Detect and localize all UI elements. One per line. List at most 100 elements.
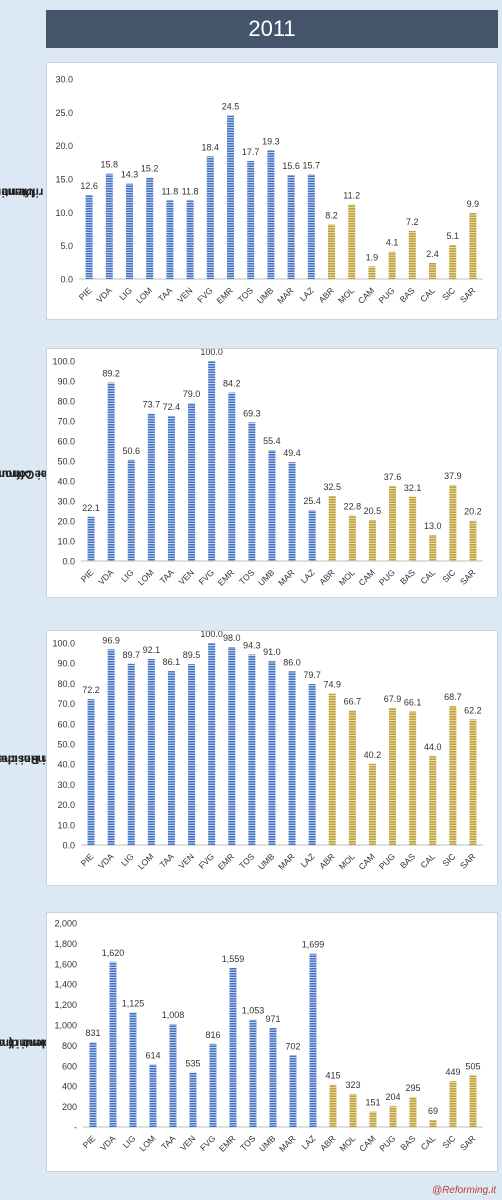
bar-abr <box>328 224 335 279</box>
x-tick-label: CAL <box>418 851 437 870</box>
data-label: 17.7 <box>242 147 260 157</box>
data-label: 15.2 <box>141 164 159 174</box>
chart-2-panel: 0.0 10.0 20.0 30.0 40.0 50.0 60.0 70.0 80.0 90.0 1… <box>46 348 498 598</box>
x-tick-label: CAM <box>356 851 376 871</box>
bar-tos <box>248 422 256 561</box>
x-tick-label: LOM <box>134 285 154 305</box>
y-tick-label: 20.0 <box>57 517 75 527</box>
bar-cal <box>429 1119 437 1127</box>
x-tick-label: LOM <box>137 1133 157 1153</box>
data-label: 100.0 <box>200 349 223 357</box>
x-tick-label: LOM <box>136 567 156 587</box>
y-tick-label: 90.0 <box>57 377 75 387</box>
bar-mol <box>348 710 356 845</box>
x-tick-label: TAA <box>158 851 177 870</box>
y-tick-label: 100.0 <box>52 357 75 367</box>
data-label: 449 <box>445 1067 460 1077</box>
bar-cam <box>368 266 376 279</box>
data-label: 14.3 <box>121 170 139 180</box>
data-label: 22.8 <box>344 501 362 511</box>
data-label: 32.1 <box>404 483 422 493</box>
data-label: 614 <box>145 1050 160 1060</box>
bar-sic <box>449 706 457 845</box>
bar-mar <box>288 671 296 845</box>
x-tick-label: EMR <box>214 285 234 305</box>
data-label: 12.6 <box>80 181 98 191</box>
x-tick-label: VDA <box>98 1133 118 1153</box>
data-label: 15.7 <box>303 160 321 170</box>
bar-umb <box>269 1027 277 1127</box>
bar-vda <box>109 961 117 1127</box>
chart-4-panel: - 200 400 600 800 1,000 1,200 1,400 1,600 1,800 2,… <box>46 912 498 1172</box>
x-tick-label: FVG <box>197 567 216 586</box>
chart-3-svg: 0.0 10.0 20.0 30.0 40.0 50.0 60.0 70.0 80.0 90.0 1… <box>52 631 483 872</box>
x-tick-label: CAL <box>418 567 437 586</box>
data-label: 20.5 <box>364 506 382 516</box>
x-tick-label: FVG <box>195 285 214 304</box>
data-label: 505 <box>465 1061 480 1071</box>
bar-taa <box>169 1024 177 1127</box>
data-label: 67.9 <box>384 694 402 704</box>
bar-pie <box>85 195 93 279</box>
data-label: 89.2 <box>102 369 120 379</box>
bar-pie <box>89 1042 97 1127</box>
x-tick-label: FVG <box>198 1133 217 1152</box>
bar-abr <box>329 1084 337 1127</box>
data-label: 73.7 <box>143 400 161 410</box>
x-tick-label: SIC <box>440 285 457 302</box>
bar-ven <box>188 403 196 561</box>
data-label: 94.3 <box>243 641 261 651</box>
chart-2-svg: 0.0 10.0 20.0 30.0 40.0 50.0 60.0 70.0 80.0 90.0 1… <box>52 349 483 588</box>
x-tick-label: LIG <box>117 285 134 302</box>
y-tick-label: 20.0 <box>57 800 75 810</box>
x-tick-label: SIC <box>440 851 457 868</box>
chart-1-ylabel: Utenti -% Popolazione di rifriemento del… <box>0 185 141 198</box>
data-label: 72.2 <box>82 685 100 695</box>
x-tick-label: SAR <box>458 285 477 304</box>
y-tick-label: 25.0 <box>55 108 73 118</box>
bar-lom <box>146 177 154 279</box>
bar-emr <box>228 392 236 561</box>
x-tick-label: BAS <box>398 285 417 304</box>
data-label: 702 <box>285 1041 300 1051</box>
data-label: 89.7 <box>122 650 140 660</box>
x-tick-label: EMR <box>216 851 236 871</box>
y-tick-label: 40.0 <box>57 760 75 770</box>
data-label: 1,125 <box>122 998 145 1008</box>
bar-taa <box>166 200 174 279</box>
bar-pug <box>389 1106 397 1127</box>
x-tick-label: TOS <box>238 1133 258 1153</box>
data-label: 24.5 <box>222 102 240 112</box>
x-tick-label: SAR <box>458 1133 477 1152</box>
data-label: 37.6 <box>384 472 402 482</box>
bar-emr <box>229 967 237 1127</box>
data-label: 1.9 <box>366 252 379 262</box>
chart-2-ylabel: Comuni che offrono il servizio -% dei Co… <box>0 467 100 480</box>
x-tick-label: CAM <box>356 567 376 587</box>
y-tick-label: 20.0 <box>55 141 73 151</box>
data-label: 66.7 <box>344 696 362 706</box>
data-label: 66.1 <box>404 697 422 707</box>
data-label: 98.0 <box>223 633 241 643</box>
x-tick-label: LAZ <box>298 567 316 585</box>
y-tick-label: 200 <box>62 1102 77 1112</box>
y-tick-label: 800 <box>62 1041 77 1051</box>
data-label: 50.6 <box>122 446 140 456</box>
x-tick-label: ABR <box>318 1133 337 1152</box>
bar-mol <box>348 204 356 279</box>
data-label: 49.4 <box>283 448 301 458</box>
x-tick-label: SIC <box>440 1133 457 1150</box>
data-label: 1,620 <box>102 948 125 958</box>
x-tick-label: BAS <box>398 851 417 870</box>
y-tick-label: 1,200 <box>54 1000 77 1010</box>
bar-fvg <box>209 1043 217 1127</box>
y-tick-label: 50.0 <box>57 457 75 467</box>
data-label: 20.2 <box>464 507 482 517</box>
y-tick-label: 30.0 <box>57 780 75 790</box>
data-label: 2.4 <box>426 249 439 259</box>
data-label: 69.3 <box>243 408 261 418</box>
bar-mol <box>348 515 356 561</box>
x-tick-label: UMB <box>257 1133 278 1154</box>
bar-lig <box>126 183 133 279</box>
x-tick-label: MOL <box>337 1133 357 1153</box>
